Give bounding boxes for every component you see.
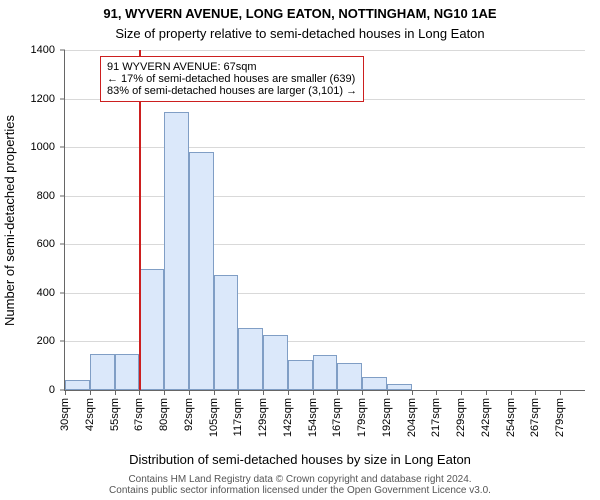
xtick-label: 80sqm xyxy=(158,398,170,431)
xtick-mark xyxy=(560,390,561,395)
xtick-mark xyxy=(214,390,215,395)
ytick-label: 400 xyxy=(23,287,55,299)
info-box: 91 WYVERN AVENUE: 67sqm← 17% of semi-det… xyxy=(100,56,364,102)
xtick-label: 242sqm xyxy=(480,398,492,437)
histogram-bar xyxy=(337,363,362,390)
footer-line-1: Contains HM Land Registry data © Crown c… xyxy=(0,474,600,485)
xtick-label: 204sqm xyxy=(406,398,418,437)
xtick-mark xyxy=(387,390,388,395)
histogram-bar xyxy=(288,360,313,390)
ytick-label: 200 xyxy=(23,335,55,347)
xtick-label: 92sqm xyxy=(183,398,195,431)
xtick-mark xyxy=(436,390,437,395)
xtick-label: 67sqm xyxy=(133,398,145,431)
xtick-label: 105sqm xyxy=(208,398,220,437)
gridline-h xyxy=(65,196,585,197)
xtick-label: 254sqm xyxy=(505,398,517,437)
xtick-mark xyxy=(65,390,66,395)
info-box-line: ← 17% of semi-detached houses are smalle… xyxy=(107,73,357,85)
x-axis-label: Distribution of semi-detached houses by … xyxy=(0,452,600,467)
xtick-mark xyxy=(90,390,91,395)
histogram-bar xyxy=(189,152,214,390)
ytick-mark xyxy=(60,195,65,196)
ytick-mark xyxy=(60,98,65,99)
ytick-label: 1400 xyxy=(23,44,55,56)
info-box-line: 91 WYVERN AVENUE: 67sqm xyxy=(107,61,357,73)
chart-title-sub: Size of property relative to semi-detach… xyxy=(0,26,600,41)
y-axis-label: Number of semi-detached properties xyxy=(2,115,17,326)
info-box-line: 83% of semi-detached houses are larger (… xyxy=(107,85,357,97)
xtick-label: 167sqm xyxy=(331,398,343,437)
ytick-label: 1200 xyxy=(23,93,55,105)
xtick-mark xyxy=(313,390,314,395)
gridline-h xyxy=(65,50,585,51)
histogram-bar xyxy=(65,380,90,390)
ytick-label: 800 xyxy=(23,190,55,202)
footer-line-2: Contains public sector information licen… xyxy=(0,485,600,496)
chart-title-main: 91, WYVERN AVENUE, LONG EATON, NOTTINGHA… xyxy=(0,6,600,21)
ytick-mark xyxy=(60,50,65,51)
xtick-label: 179sqm xyxy=(356,398,368,437)
xtick-mark xyxy=(139,390,140,395)
histogram-bar xyxy=(115,354,140,390)
xtick-label: 154sqm xyxy=(307,398,319,437)
histogram-bar xyxy=(90,354,115,390)
ytick-label: 600 xyxy=(23,238,55,250)
xtick-mark xyxy=(263,390,264,395)
xtick-mark xyxy=(238,390,239,395)
ytick-mark xyxy=(60,244,65,245)
xtick-mark xyxy=(535,390,536,395)
ytick-mark xyxy=(60,341,65,342)
xtick-label: 217sqm xyxy=(430,398,442,437)
xtick-mark xyxy=(164,390,165,395)
histogram-bar xyxy=(263,335,288,390)
histogram-bar xyxy=(164,112,189,390)
xtick-label: 142sqm xyxy=(282,398,294,437)
histogram-bar xyxy=(238,328,263,390)
xtick-mark xyxy=(461,390,462,395)
histogram-bar xyxy=(214,275,239,390)
gridline-h xyxy=(65,244,585,245)
xtick-mark xyxy=(486,390,487,395)
footer-attribution: Contains HM Land Registry data © Crown c… xyxy=(0,474,600,496)
histogram-bar xyxy=(139,269,164,390)
xtick-label: 192sqm xyxy=(381,398,393,437)
xtick-mark xyxy=(288,390,289,395)
xtick-mark xyxy=(511,390,512,395)
xtick-mark xyxy=(362,390,363,395)
xtick-label: 42sqm xyxy=(84,398,96,431)
chart-container: { "title_main": "91, WYVERN AVENUE, LONG… xyxy=(0,0,600,500)
xtick-label: 117sqm xyxy=(232,398,244,436)
ytick-mark xyxy=(60,292,65,293)
xtick-mark xyxy=(189,390,190,395)
ytick-mark xyxy=(60,147,65,148)
ytick-label: 1000 xyxy=(23,141,55,153)
xtick-mark xyxy=(337,390,338,395)
xtick-label: 129sqm xyxy=(257,398,269,437)
histogram-bar xyxy=(387,384,412,390)
histogram-bar xyxy=(362,377,387,390)
gridline-h xyxy=(65,147,585,148)
xtick-label: 55sqm xyxy=(109,398,121,431)
xtick-label: 279sqm xyxy=(554,398,566,437)
xtick-mark xyxy=(115,390,116,395)
xtick-label: 229sqm xyxy=(455,398,467,437)
ytick-label: 0 xyxy=(23,384,55,396)
xtick-label: 30sqm xyxy=(59,398,71,431)
xtick-label: 267sqm xyxy=(529,398,541,437)
histogram-bar xyxy=(313,355,338,390)
xtick-mark xyxy=(412,390,413,395)
